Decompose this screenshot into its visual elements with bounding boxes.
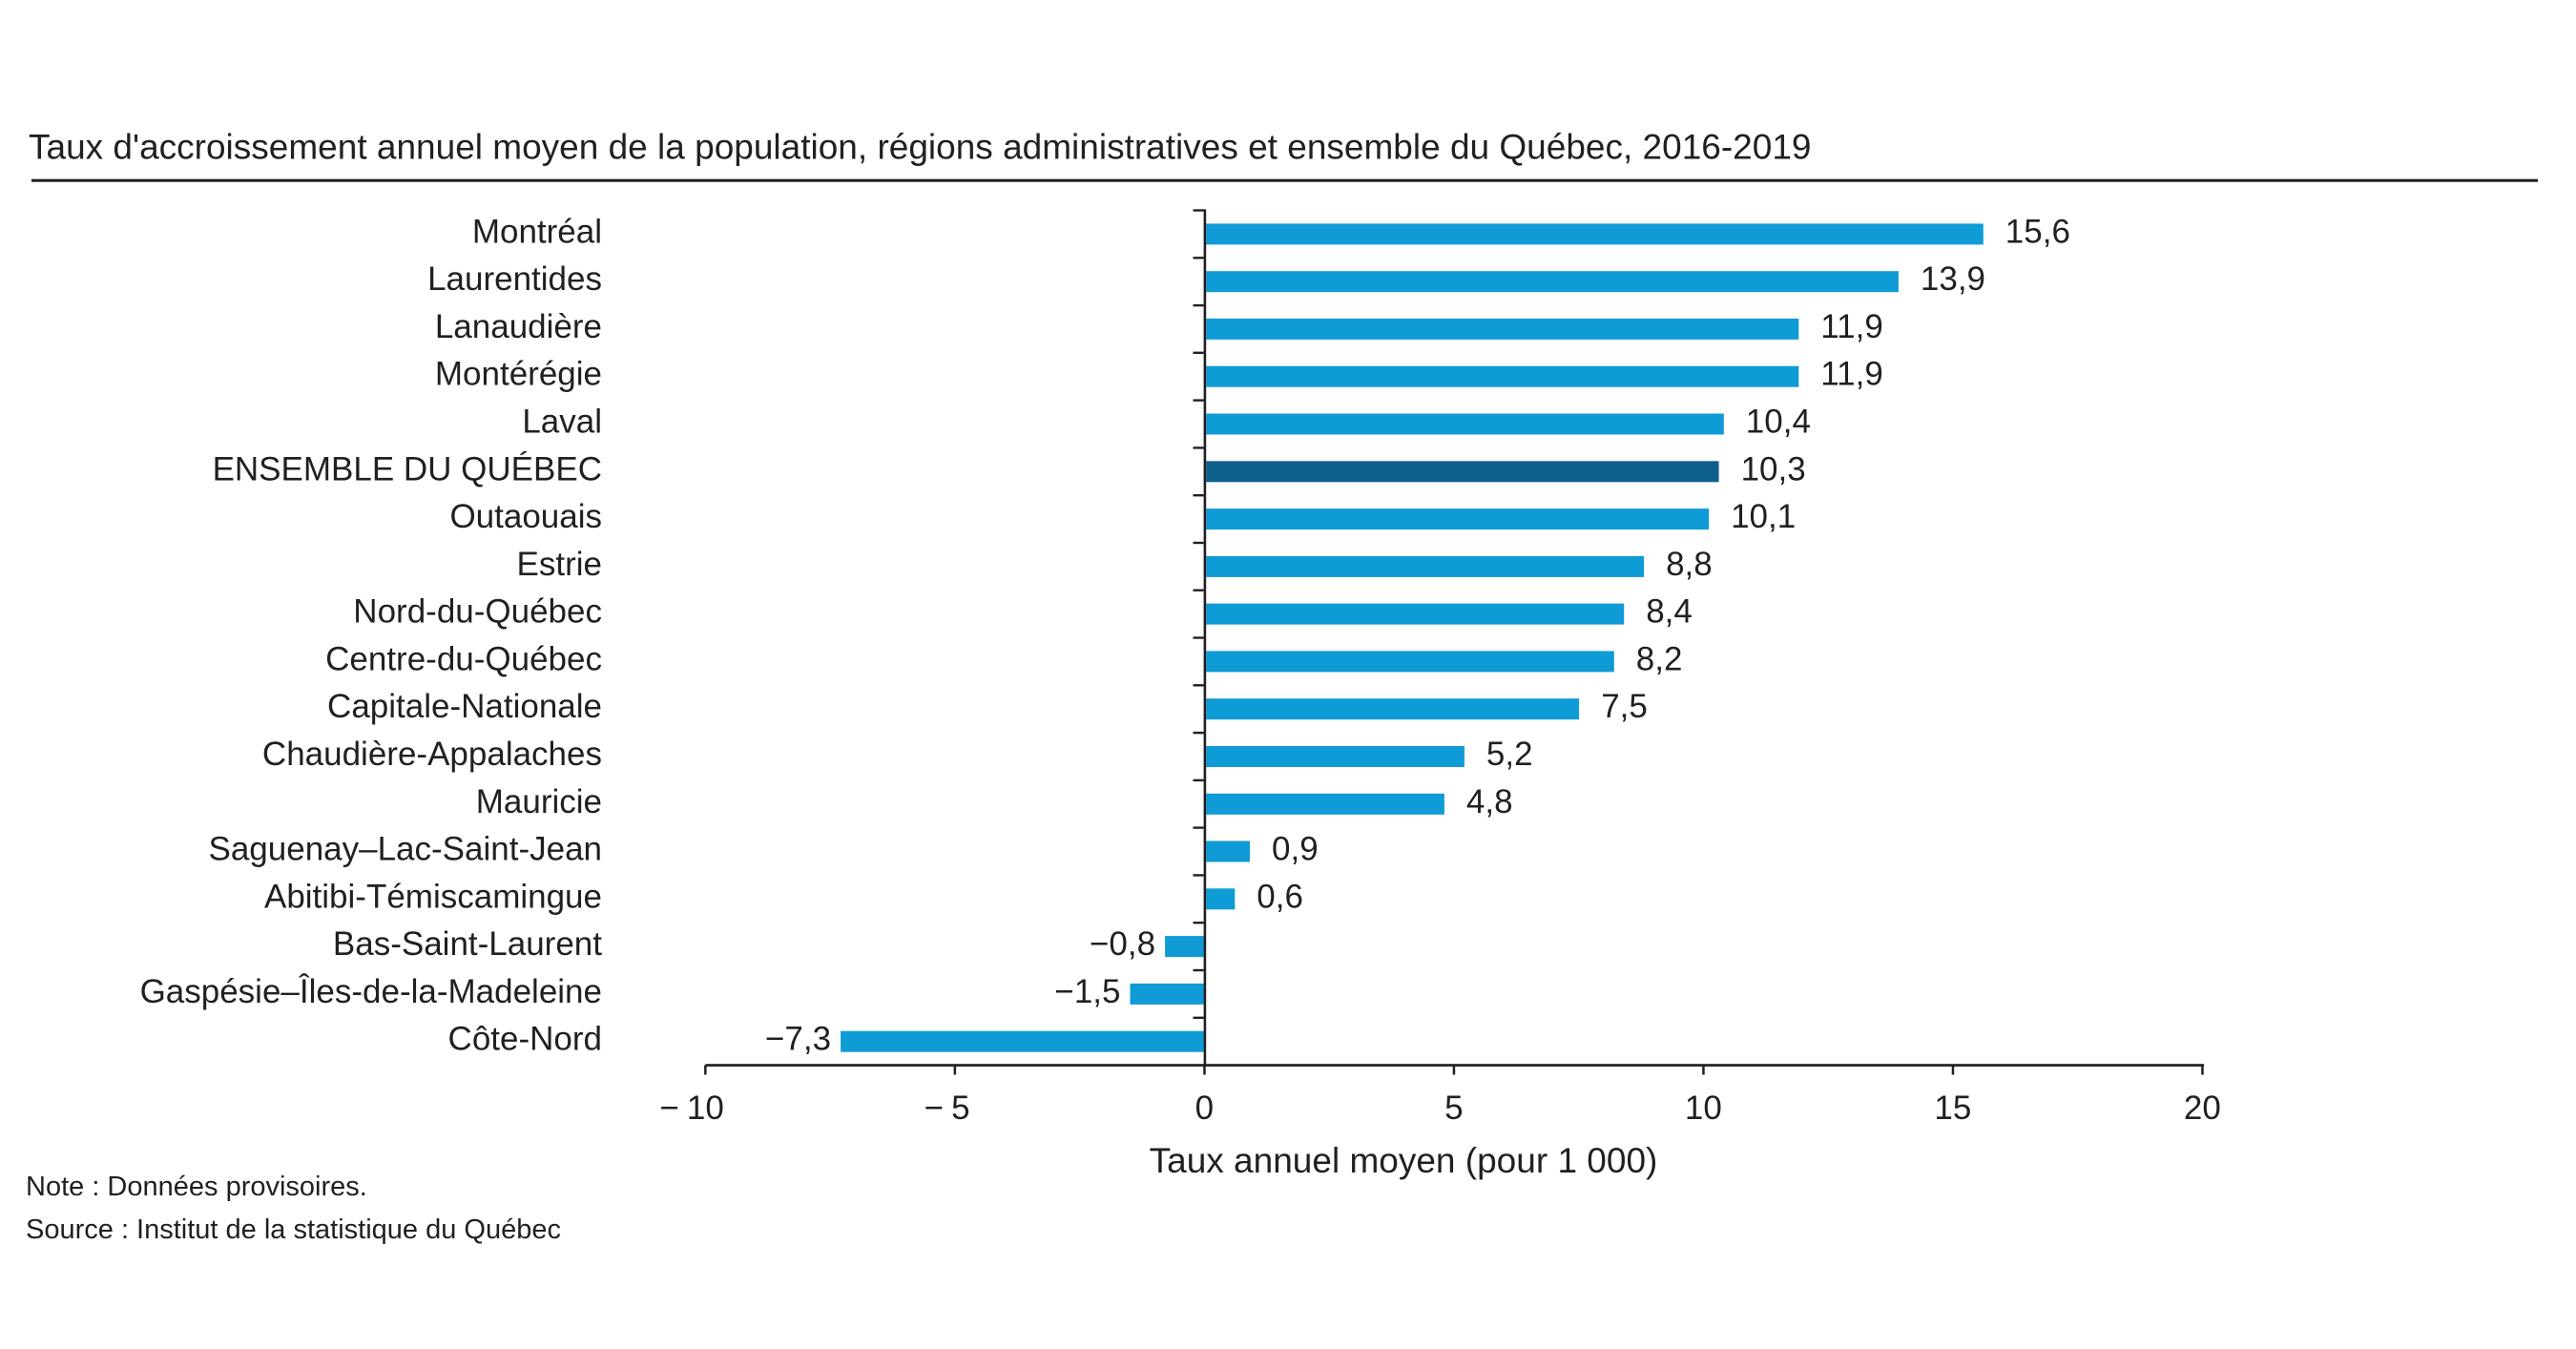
svg-text:Estrie: Estrie (517, 546, 602, 583)
svg-text:0,9: 0,9 (1272, 831, 1319, 868)
svg-text:10,3: 10,3 (1741, 450, 1806, 488)
svg-text:Centre-du-Québec: Centre-du-Québec (325, 640, 602, 677)
svg-text:Note : Données provisoires.: Note : Données provisoires. (26, 1172, 367, 1202)
svg-text:−: − (924, 1090, 944, 1127)
svg-text:Abitibi-Témiscamingue: Abitibi-Témiscamingue (264, 878, 602, 915)
svg-text:15,6: 15,6 (2005, 213, 2070, 250)
svg-text:Bas-Saint-Laurent: Bas-Saint-Laurent (333, 925, 602, 963)
svg-text:Côte-Nord: Côte-Nord (448, 1021, 602, 1058)
svg-text:−: − (659, 1090, 678, 1127)
svg-text:11,9: 11,9 (1820, 356, 1883, 393)
svg-text:Laurentides: Laurentides (427, 260, 602, 298)
svg-text:5,2: 5,2 (1486, 736, 1533, 773)
svg-text:4,8: 4,8 (1466, 783, 1513, 820)
svg-text:Lanaudière: Lanaudière (435, 308, 602, 345)
svg-text:8,4: 8,4 (1646, 593, 1693, 631)
svg-text:Mauricie: Mauricie (476, 783, 602, 820)
svg-text:7,5: 7,5 (1601, 688, 1648, 725)
svg-text:13,9: 13,9 (1921, 260, 1985, 298)
svg-text:ENSEMBLE DU QUÉBEC: ENSEMBLE DU QUÉBEC (213, 450, 602, 488)
svg-text:Nord-du-Québec: Nord-du-Québec (353, 593, 602, 631)
svg-text:10: 10 (1685, 1090, 1722, 1127)
svg-text:8,2: 8,2 (1636, 640, 1683, 677)
svg-text:Saguenay–Lac-Saint-Jean: Saguenay–Lac-Saint-Jean (208, 831, 602, 868)
svg-text:5: 5 (951, 1090, 969, 1127)
svg-text:Chaudière-Appalaches: Chaudière-Appalaches (262, 736, 602, 773)
svg-text:15: 15 (1934, 1090, 1971, 1127)
svg-text:5: 5 (1444, 1090, 1463, 1127)
svg-text:Montréal: Montréal (472, 213, 602, 250)
svg-text:−1,5: −1,5 (1054, 973, 1120, 1010)
svg-text:10: 10 (687, 1090, 724, 1127)
svg-text:Capitale-Nationale: Capitale-Nationale (327, 688, 602, 725)
svg-text:Source : Institut de la statis: Source : Institut de la statistique du Q… (26, 1214, 561, 1245)
svg-text:0,6: 0,6 (1257, 878, 1303, 915)
svg-text:Montérégie: Montérégie (435, 356, 602, 393)
svg-text:−7,3: −7,3 (765, 1021, 831, 1058)
svg-text:Laval: Laval (522, 404, 602, 441)
svg-text:20: 20 (2184, 1090, 2221, 1127)
svg-text:8,8: 8,8 (1666, 546, 1713, 583)
svg-text:−0,8: −0,8 (1090, 925, 1155, 963)
svg-text:10,1: 10,1 (1731, 498, 1796, 535)
svg-text:Taux d'accroissement annuel mo: Taux d'accroissement annuel moyen de la … (29, 128, 1811, 167)
svg-text:0: 0 (1195, 1090, 1214, 1127)
svg-text:Taux annuel moyen (pour 1 000): Taux annuel moyen (pour 1 000) (1150, 1141, 1658, 1180)
svg-text:Gaspésie–Îles-de-la-Madeleine: Gaspésie–Îles-de-la-Madeleine (140, 973, 602, 1010)
svg-text:11,9: 11,9 (1820, 308, 1883, 345)
svg-text:Outaouais: Outaouais (449, 498, 602, 535)
svg-text:10,4: 10,4 (1746, 404, 1811, 441)
